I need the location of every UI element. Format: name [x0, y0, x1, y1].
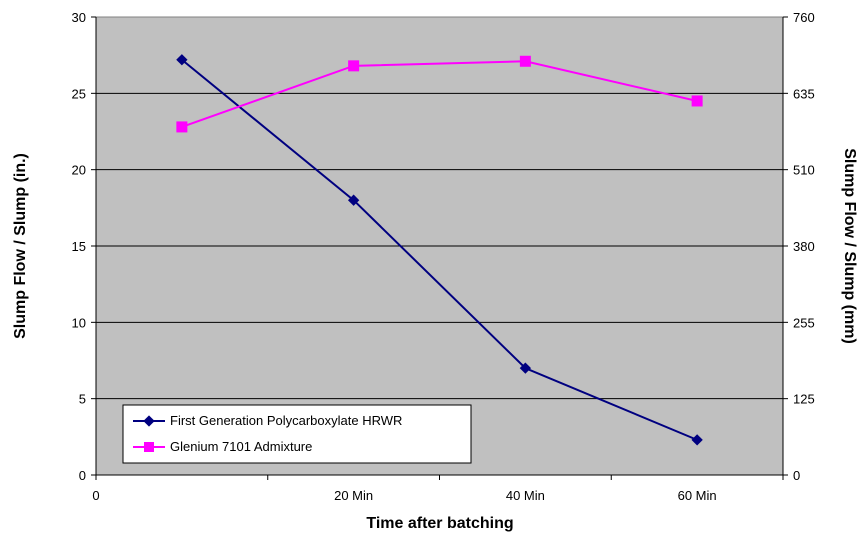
left-tick-label: 0 [79, 468, 86, 483]
legend: First Generation Polycarboxylate HRWR Gl… [122, 404, 472, 464]
legend-box [122, 404, 472, 464]
series-group [176, 54, 703, 446]
legend-label-series-1: First Generation Polycarboxylate HRWR [170, 413, 402, 428]
right-tick-label: 635 [793, 86, 815, 101]
series-2-point [691, 95, 703, 107]
left-tick-label: 15 [72, 239, 86, 254]
series-1-point [519, 362, 532, 374]
y2-axis-title: Slump Flow / Slump (mm) [841, 148, 858, 344]
right-tick-label: 0 [793, 468, 800, 483]
series-1-point [691, 434, 703, 446]
legend-marker-series-2 [144, 442, 154, 452]
left-tick-label: 30 [72, 10, 86, 25]
series-1-point [347, 194, 360, 206]
series-line-2 [181, 60, 698, 128]
right-tick-label: 125 [793, 392, 815, 407]
right-tick-label: 255 [793, 315, 815, 330]
y-axis-title: Slump Flow / Slump (in.) [12, 153, 29, 339]
right-axis-ticks: 0 125 255 380 510 635 760 [783, 10, 815, 483]
x-tick-label: 40 Min [506, 488, 545, 503]
x-tick-label: 20 Min [334, 488, 373, 503]
right-tick-label: 380 [793, 239, 815, 254]
left-tick-label: 10 [72, 315, 86, 330]
legend-marker-series-1 [143, 415, 155, 427]
x-axis-title: Time after batching [366, 515, 513, 532]
legend-label-series-2: Glenium 7101 Admixture [170, 439, 312, 454]
series-2-point [519, 55, 531, 67]
x-tick-label: 0 [92, 488, 99, 503]
right-tick-label: 760 [793, 10, 815, 25]
left-tick-label: 20 [72, 163, 86, 178]
x-axis-ticks: 0 20 Min 40 Min 60 Min [92, 17, 784, 503]
left-tick-label: 25 [72, 86, 86, 101]
left-axis-ticks: 0 5 10 15 20 25 30 [72, 10, 96, 483]
series-2-point [176, 121, 188, 133]
left-tick-label: 5 [79, 392, 86, 407]
x-tick-label: 60 Min [678, 488, 717, 503]
right-tick-label: 510 [793, 163, 815, 178]
series-line-1 [181, 58, 698, 441]
series-2-point [348, 60, 360, 72]
series-1-point [176, 54, 188, 66]
